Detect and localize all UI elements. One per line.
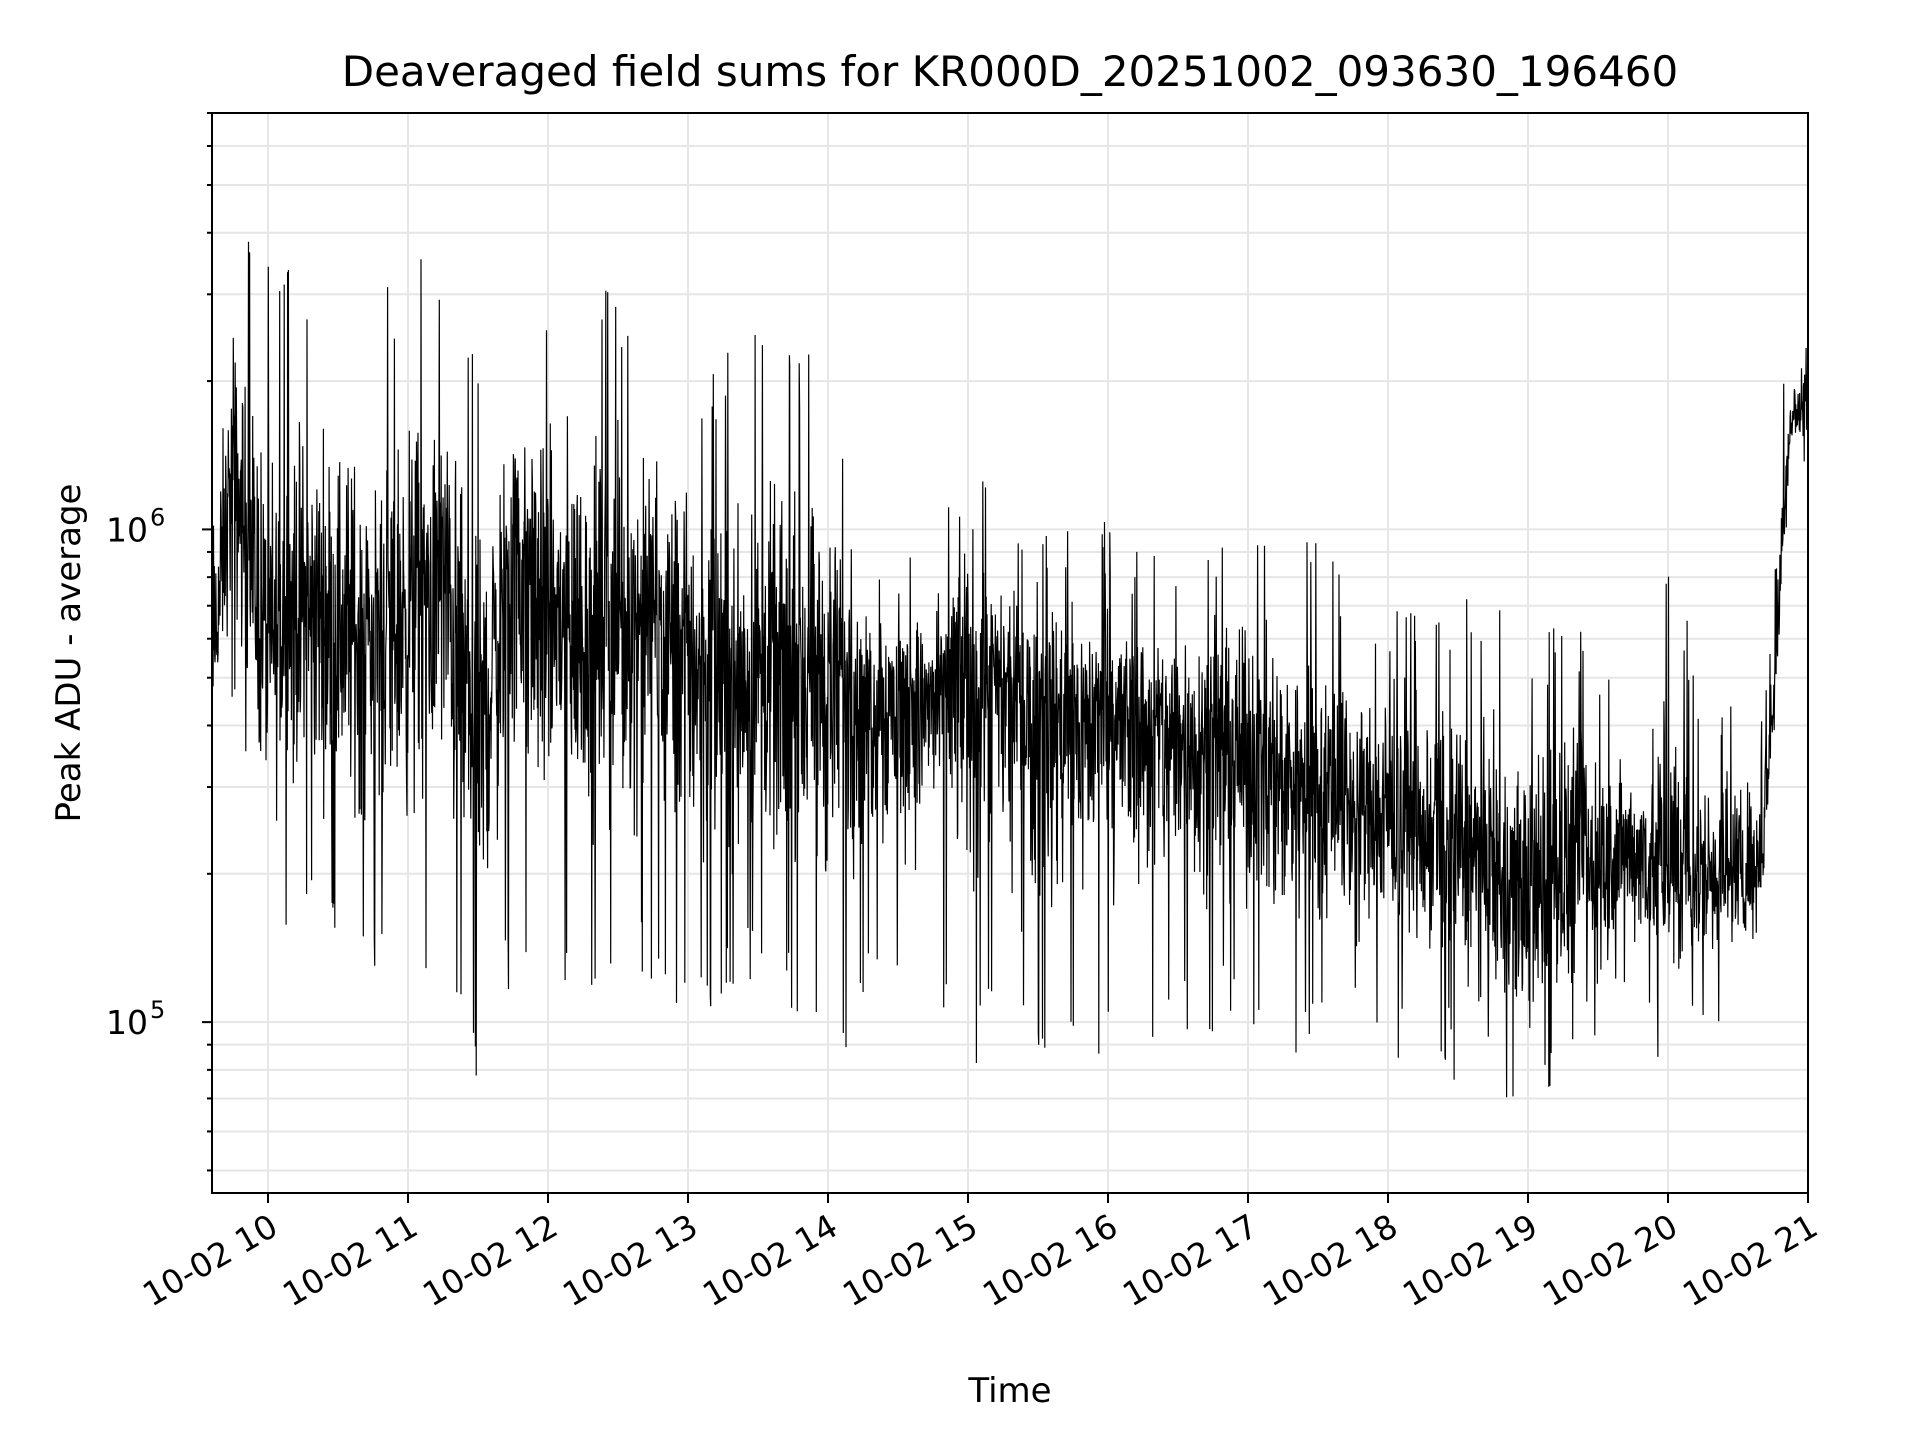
- y-tick-label: 10 6: [106, 503, 165, 549]
- y-axis-label: Peak ADU - average: [49, 484, 89, 823]
- chart-title: Deaveraged field sums for KR000D_2025100…: [342, 47, 1679, 96]
- series-layer: [211, 241, 1809, 1098]
- x-axis-label: Time: [967, 1371, 1051, 1411]
- y-tick-base: 10: [106, 510, 148, 549]
- y-tick-label: 10 5: [106, 996, 165, 1042]
- y-tick-exponent: 5: [150, 996, 165, 1024]
- series-line: [211, 241, 1809, 1098]
- y-tick-exponent: 6: [150, 503, 165, 531]
- plot-area-frame: [211, 112, 1809, 1194]
- y-tick-base: 10: [106, 1003, 148, 1042]
